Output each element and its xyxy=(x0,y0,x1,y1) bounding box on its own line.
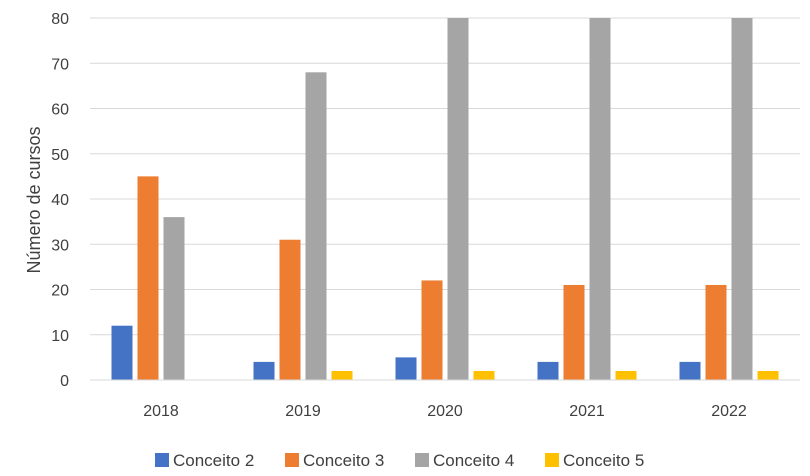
legend: Conceito 2 Conceito 3 Conceito 4 Conceito 5 xyxy=(155,451,644,470)
legend-label: Conceito 5 xyxy=(563,451,644,470)
bar-conceito-2-2019 xyxy=(253,361,275,380)
legend-swatch xyxy=(285,453,299,467)
bar-conceito-5-2019 xyxy=(331,370,353,380)
y-tick-label: 60 xyxy=(51,102,69,119)
bar-conceito-2-2022 xyxy=(679,361,701,380)
x-tick-label: 2018 xyxy=(143,403,179,420)
x-tick-label: 2021 xyxy=(569,403,605,420)
y-tick-label: 30 xyxy=(51,237,69,254)
bar-conceito-5-2022 xyxy=(757,370,779,380)
y-tick-label: 80 xyxy=(51,11,69,28)
y-tick-label: 20 xyxy=(51,283,69,300)
bar-conceito-3-2020 xyxy=(421,280,443,380)
legend-label: Conceito 4 xyxy=(433,451,514,470)
legend-item: Conceito 2 xyxy=(155,451,254,470)
legend-item: Conceito 3 xyxy=(285,451,384,470)
y-axis-title: Número de cursos xyxy=(24,126,44,273)
bar-conceito-3-2018 xyxy=(137,176,159,380)
bar-conceito-3-2022 xyxy=(705,284,727,380)
bar-conceito-3-2021 xyxy=(563,284,585,380)
y-tick-label: 0 xyxy=(60,373,69,390)
bar-conceito-2-2021 xyxy=(537,361,559,380)
legend-swatch xyxy=(155,453,169,467)
bar-conceito-4-2019 xyxy=(305,72,327,381)
x-axis-labels: 2018 2019 2020 2021 2022 xyxy=(143,403,747,420)
legend-swatch xyxy=(415,453,429,467)
y-axis-ticks: 0 10 20 30 40 50 60 70 80 xyxy=(51,11,69,390)
y-tick-label: 70 xyxy=(51,56,69,73)
bar-conceito-2-2020 xyxy=(395,357,417,380)
legend-swatch xyxy=(545,453,559,467)
legend-label: Conceito 2 xyxy=(173,451,254,470)
legend-label: Conceito 3 xyxy=(303,451,384,470)
y-tick-label: 50 xyxy=(51,147,69,164)
bar-conceito-4-2021 xyxy=(589,18,611,380)
bar-conceito-4-2022 xyxy=(731,18,753,380)
x-tick-label: 2019 xyxy=(285,403,321,420)
y-tick-label: 40 xyxy=(51,192,69,209)
bar-conceito-5-2020 xyxy=(473,370,495,380)
x-tick-label: 2020 xyxy=(427,403,463,420)
bar-conceito-4-2018 xyxy=(163,217,185,380)
bar-conceito-4-2020 xyxy=(447,18,469,380)
bar-conceito-3-2019 xyxy=(279,239,301,380)
bar-conceito-2-2018 xyxy=(111,325,133,380)
bars xyxy=(111,18,779,381)
legend-item: Conceito 4 xyxy=(415,451,514,470)
x-tick-label: 2022 xyxy=(711,403,747,420)
gridlines xyxy=(90,17,800,336)
bar-conceito-5-2021 xyxy=(615,370,637,380)
y-tick-label: 10 xyxy=(51,328,69,345)
legend-item: Conceito 5 xyxy=(545,451,644,470)
